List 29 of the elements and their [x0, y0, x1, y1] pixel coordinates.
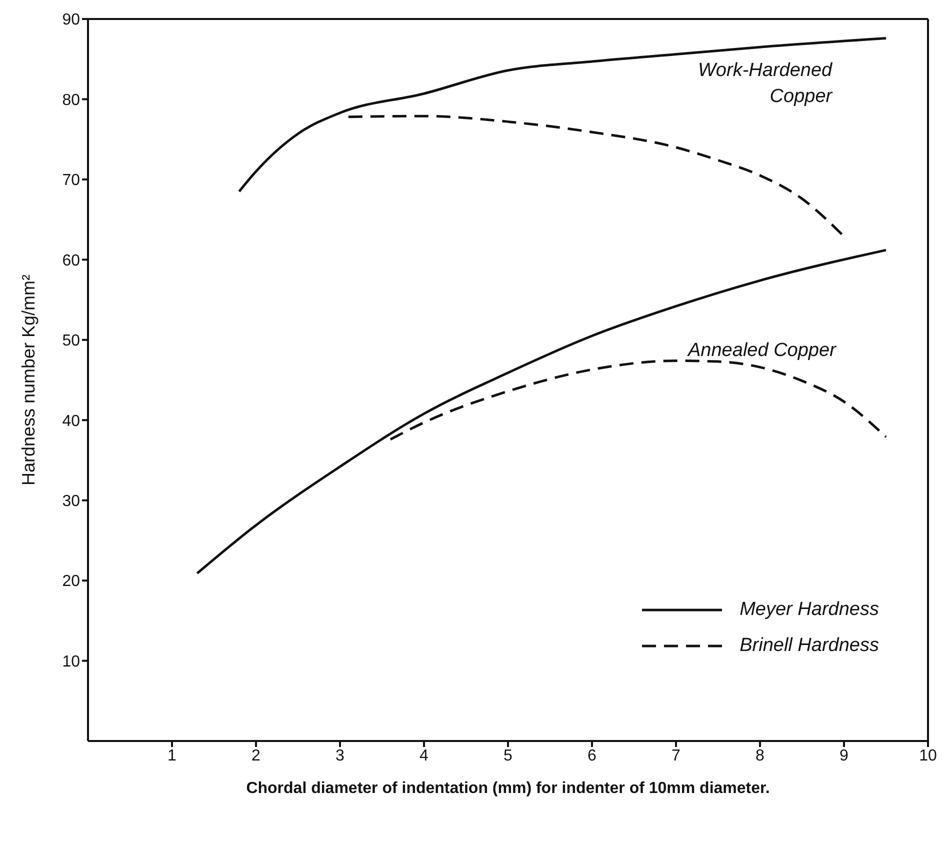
- x-tick-label: 8: [756, 747, 765, 764]
- annotation: Annealed Copper: [688, 339, 836, 363]
- x-tick-label: 7: [672, 747, 681, 764]
- x-tick-label: 3: [336, 747, 345, 764]
- x-tick-label: 2: [252, 747, 261, 764]
- y-tick-label: 40: [62, 412, 80, 430]
- line-series: [196, 248, 888, 575]
- annotation: Work-Hardened Copper: [698, 59, 832, 109]
- y-tick-label: 20: [62, 573, 80, 590]
- line-series: [238, 37, 888, 193]
- legend-label: Meyer Hardness: [740, 599, 879, 621]
- y-tick-label: 50: [62, 332, 80, 350]
- x-tick-label: 5: [504, 747, 513, 764]
- x-tick-label: 10: [919, 747, 937, 764]
- y-axis-title: Hardness number Kg/mm²: [18, 274, 38, 486]
- y-tick-label: 70: [62, 172, 80, 190]
- y-tick-label: 90: [62, 12, 80, 29]
- y-tick-label: 10: [62, 653, 80, 670]
- x-tick-label: 6: [588, 747, 597, 764]
- x-tick-label: 4: [420, 747, 429, 764]
- y-tick-label: 80: [62, 92, 80, 109]
- y-tick-label: 60: [62, 252, 80, 270]
- y-tick-label: 30: [62, 493, 80, 510]
- line-series: [347, 114, 846, 238]
- legend-label: Brinell Hardness: [740, 635, 879, 657]
- x-tick-label: 9: [840, 747, 849, 764]
- x-tick-label: 1: [168, 747, 177, 764]
- line-series: [389, 359, 888, 441]
- x-axis-title: Chordal diameter of indentation (mm) for indenter of 10mm diameter.: [246, 780, 770, 797]
